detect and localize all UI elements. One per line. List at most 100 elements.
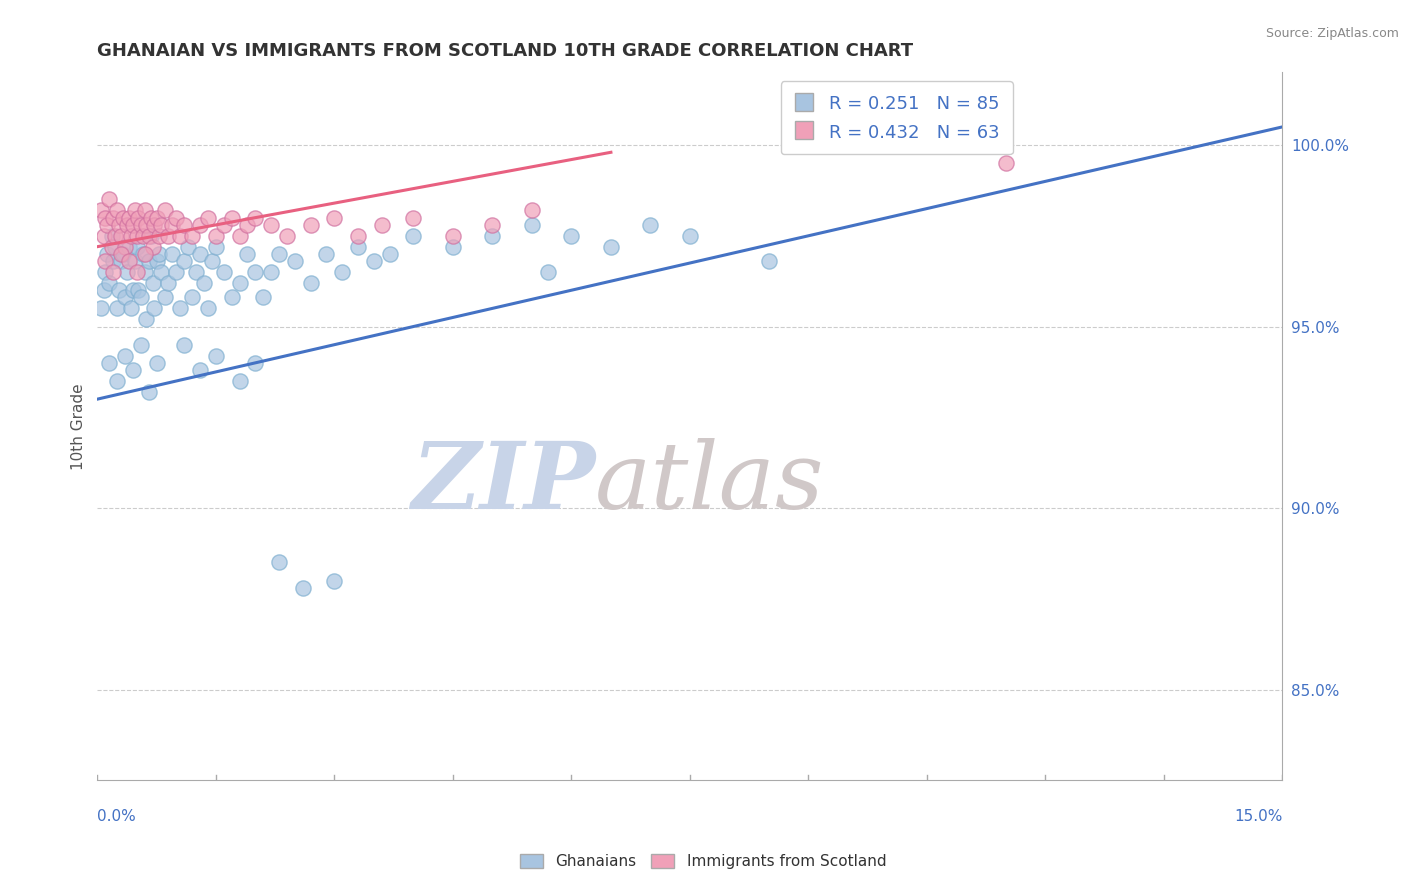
- Point: [260, 265, 283, 279]
- Point: [105, 374, 128, 388]
- Point: [122, 363, 145, 377]
- Point: [441, 240, 464, 254]
- Point: [132, 228, 155, 243]
- Point: [93, 228, 115, 243]
- Point: [291, 581, 314, 595]
- Point: [363, 254, 385, 268]
- Point: [994, 156, 1017, 170]
- Point: [162, 247, 184, 261]
- Point: [640, 218, 662, 232]
- Point: [153, 291, 176, 305]
- Point: [139, 228, 162, 243]
- Point: [181, 291, 204, 305]
- Point: [323, 211, 346, 225]
- Point: [135, 312, 157, 326]
- Point: [267, 247, 290, 261]
- Point: [120, 301, 142, 316]
- Text: Source: ZipAtlas.com: Source: ZipAtlas.com: [1265, 27, 1399, 40]
- Y-axis label: 10th Grade: 10th Grade: [72, 383, 86, 470]
- Point: [600, 240, 623, 254]
- Point: [110, 228, 132, 243]
- Point: [120, 228, 142, 243]
- Point: [162, 218, 184, 232]
- Point: [228, 276, 250, 290]
- Point: [143, 218, 166, 232]
- Point: [98, 193, 121, 207]
- Point: [105, 203, 128, 218]
- Point: [94, 211, 117, 225]
- Point: [169, 228, 191, 243]
- Point: [134, 265, 156, 279]
- Point: [104, 228, 127, 243]
- Point: [758, 254, 780, 268]
- Point: [184, 265, 207, 279]
- Point: [205, 349, 228, 363]
- Point: [149, 218, 172, 232]
- Point: [173, 254, 195, 268]
- Point: [371, 218, 394, 232]
- Point: [165, 211, 187, 225]
- Text: ZIP: ZIP: [411, 438, 595, 528]
- Point: [201, 254, 224, 268]
- Legend: R = 0.251   N = 85, R = 0.432   N = 63: R = 0.251 N = 85, R = 0.432 N = 63: [780, 81, 1012, 154]
- Point: [177, 240, 200, 254]
- Point: [124, 203, 146, 218]
- Point: [145, 254, 167, 268]
- Point: [90, 301, 112, 316]
- Point: [347, 228, 370, 243]
- Point: [173, 218, 195, 232]
- Point: [125, 228, 148, 243]
- Point: [111, 247, 134, 261]
- Point: [402, 228, 425, 243]
- Point: [481, 218, 503, 232]
- Text: 0.0%: 0.0%: [97, 809, 136, 824]
- Point: [104, 240, 127, 254]
- Point: [221, 211, 243, 225]
- Point: [129, 218, 152, 232]
- Point: [93, 283, 115, 297]
- Point: [145, 211, 167, 225]
- Point: [245, 265, 267, 279]
- Point: [111, 211, 134, 225]
- Point: [138, 228, 160, 243]
- Point: [90, 203, 112, 218]
- Point: [205, 240, 228, 254]
- Point: [284, 254, 307, 268]
- Point: [125, 265, 148, 279]
- Point: [108, 283, 131, 297]
- Point: [245, 356, 267, 370]
- Point: [267, 556, 290, 570]
- Point: [148, 228, 170, 243]
- Point: [135, 218, 157, 232]
- Point: [118, 240, 141, 254]
- Point: [188, 218, 211, 232]
- Point: [96, 218, 118, 232]
- Point: [118, 254, 141, 268]
- Point: [153, 203, 176, 218]
- Point: [560, 228, 582, 243]
- Text: atlas: atlas: [595, 438, 824, 528]
- Point: [236, 218, 259, 232]
- Point: [252, 291, 274, 305]
- Point: [117, 218, 139, 232]
- Point: [276, 228, 298, 243]
- Legend: Ghanaians, Immigrants from Scotland: Ghanaians, Immigrants from Scotland: [513, 848, 893, 875]
- Point: [157, 228, 180, 243]
- Point: [114, 240, 136, 254]
- Point: [378, 247, 401, 261]
- Point: [94, 254, 117, 268]
- Point: [138, 384, 160, 399]
- Point: [148, 247, 170, 261]
- Point: [315, 247, 337, 261]
- Point: [98, 356, 121, 370]
- Point: [108, 218, 131, 232]
- Point: [193, 276, 215, 290]
- Point: [98, 276, 121, 290]
- Point: [94, 265, 117, 279]
- Point: [299, 276, 322, 290]
- Point: [110, 254, 132, 268]
- Point: [188, 247, 211, 261]
- Point: [96, 247, 118, 261]
- Point: [481, 228, 503, 243]
- Point: [134, 203, 156, 218]
